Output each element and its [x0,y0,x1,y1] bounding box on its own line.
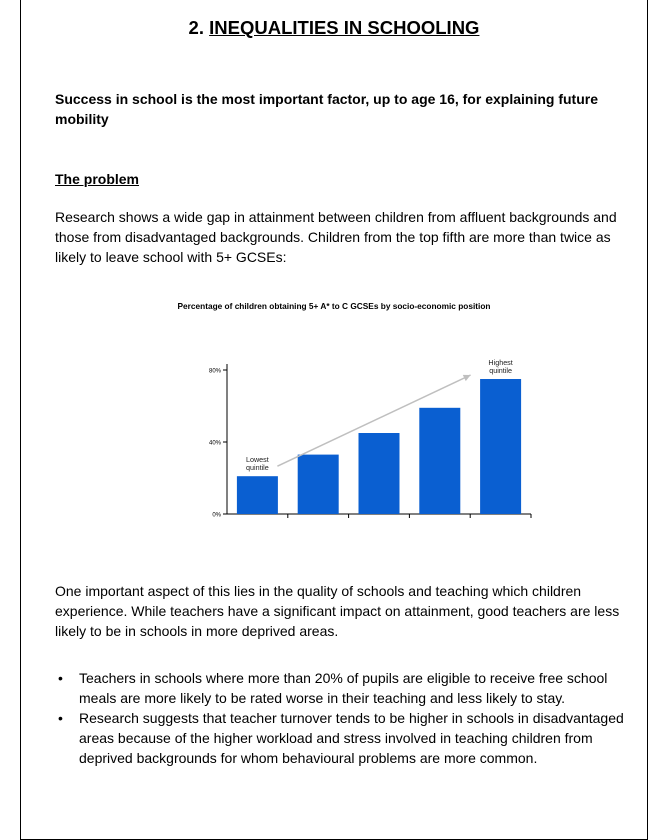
bar [236,476,278,514]
bullet-list: • Teachers in schools where more than 20… [55,668,640,768]
bullet-dot: • [58,710,63,726]
section-title: INEQUALITIES IN SCHOOLING [209,17,480,38]
y-tick-label: 40% [209,441,222,447]
highest-quintile-label: quintile [489,366,512,375]
highest-quintile-label: Highest [488,358,512,367]
bullet-item: • Teachers in schools where more than 20… [55,668,640,708]
bullet-text: Teachers in schools where more than 20% … [79,670,608,706]
bar [480,379,522,514]
chart-title: Percentage of children obtaining 5+ A* t… [177,301,491,311]
section-number: 2. [188,17,204,38]
trend-arrow [277,374,471,467]
page-frame: 2. INEQUALITIES IN SCHOOLING Success in … [20,0,648,840]
page-title: 2. INEQUALITIES IN SCHOOLING [21,17,647,39]
lowest-quintile-label: Lowest [246,455,269,464]
paragraph: Research shows a wide gap in attainment … [55,209,617,265]
bullet-text: Research suggests that teacher turnover … [79,710,624,766]
bar [419,407,461,514]
bar [358,433,400,514]
y-tick-label: 80% [209,369,222,375]
paragraph: One important aspect of this lies in the… [55,583,620,639]
bullet-item: • Research suggests that teacher turnove… [55,708,640,768]
lead-statement: Success in school is the most important … [55,91,598,127]
y-tick-label: 0% [212,513,221,519]
trend-arrow-head [462,374,471,382]
bar [297,454,339,514]
section-heading: The problem [55,171,140,187]
lowest-quintile-label: quintile [246,463,269,472]
bullet-dot: • [58,670,63,686]
